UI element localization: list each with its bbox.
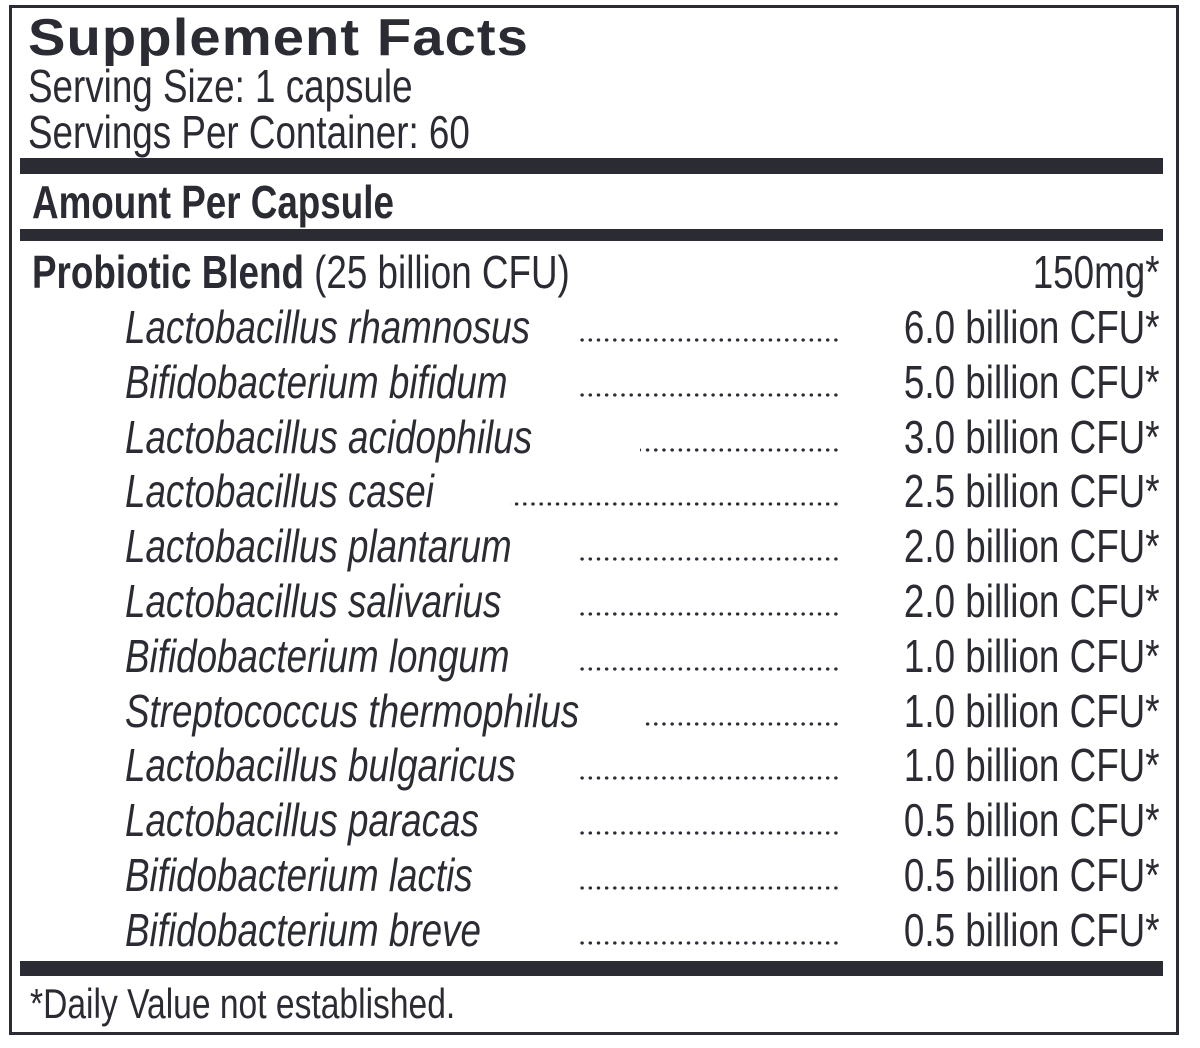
ingredient-amount: 1.0 billion CFU* [904,684,1160,737]
blend-detail: (25 billion CFU) [314,246,570,298]
ingredient-name: Lactobacillus casei [125,465,434,518]
footnote: *Daily Value not established. [30,980,456,1027]
dot-leader [578,886,840,890]
dot-leader [642,721,840,726]
ingredient-row: Bifidobacterium lactis 0.5 billion CFU* [0,848,1200,902]
ingredient-name: Bifidobacterium lactis [125,849,473,901]
ingredient-amount: 1.0 billion CFU* [904,739,1160,792]
blend-amount: 150mg* [1033,246,1160,298]
ingredient-row: Lactobacillus paracas 0.5 billion CFU* [0,793,1200,847]
ingredient-amount: 0.5 billion CFU* [904,849,1160,901]
ingredient-amount: 2.0 billion CFU* [904,520,1160,573]
ingredient-row: Lactobacillus bulgaricus 1.0 billion CFU… [0,738,1200,792]
ingredient-row: Lactobacillus plantarum 2.0 billion CFU* [0,519,1200,573]
ingredient-name: Lactobacillus rhamnosus [125,301,531,353]
dot-leader [578,831,840,836]
bottom-thick-divider [20,961,1163,976]
ingredient-amount: 2.5 billion CFU* [904,465,1160,518]
dot-leader [578,392,840,397]
ingredient-name: Lactobacillus acidophilus [125,410,533,463]
ingredient-row: Bifidobacterium bifidum 5.0 billion CFU* [0,355,1200,409]
ingredient-row: Lactobacillus casei 2.5 billion CFU* [0,464,1200,518]
ingredient-amount: 3.0 billion CFU* [904,410,1160,463]
ingredient-amount: 5.0 billion CFU* [904,355,1160,408]
servings-per-container: Servings Per Container: 60 [28,106,470,158]
ingredient-row: Lactobacillus salivarius 2.0 billion CFU… [0,574,1200,628]
dot-leader [578,557,840,562]
ingredient-amount: 1.0 billion CFU* [904,629,1160,682]
dot-leader [578,776,840,781]
ingredient-name: Bifidobacterium breve [125,903,481,956]
thick-divider [20,158,1163,174]
blend-title: Probiotic Blend [32,246,304,298]
divider [20,229,1163,241]
serving-size: Serving Size: 1 capsule [28,60,413,112]
ingredient-name: Bifidobacterium longum [125,629,510,682]
ingredient-name: Lactobacillus plantarum [125,520,512,573]
label-title: Supplement Facts [28,9,529,67]
ingredient-name: Lactobacillus bulgaricus [125,739,516,792]
ingredient-row: Bifidobacterium breve 0.5 billion CFU* [0,903,1200,957]
ingredient-amount: 0.5 billion CFU* [904,903,1160,956]
ingredient-name: Streptococcus thermophilus [125,684,580,737]
ingredient-amount: 2.0 billion CFU* [904,575,1160,627]
dot-leader [510,502,840,507]
ingredient-name: Lactobacillus salivarius [125,575,502,627]
ingredient-row: Streptococcus thermophilus 1.0 billion C… [0,684,1200,738]
blend-name: Probiotic Blend (25 billion CFU) [32,246,704,298]
ingredient-row: Lactobacillus acidophilus 3.0 billion CF… [0,410,1200,464]
ingredient-row: Bifidobacterium longum 1.0 billion CFU* [0,629,1200,683]
dot-leader [578,338,840,342]
dot-leader [578,940,840,945]
dot-leader [640,447,840,452]
amount-header: Amount Per Capsule [32,176,394,228]
ingredient-row: Lactobacillus rhamnosus 6.0 billion CFU* [0,300,1200,354]
label-frame [9,5,1179,1035]
dot-leader [578,666,840,671]
ingredient-name: Bifidobacterium bifidum [125,355,508,408]
dot-leader [578,612,840,616]
ingredient-name: Lactobacillus paracas [125,794,479,847]
ingredient-amount: 6.0 billion CFU* [904,301,1160,353]
ingredient-amount: 0.5 billion CFU* [904,794,1160,847]
